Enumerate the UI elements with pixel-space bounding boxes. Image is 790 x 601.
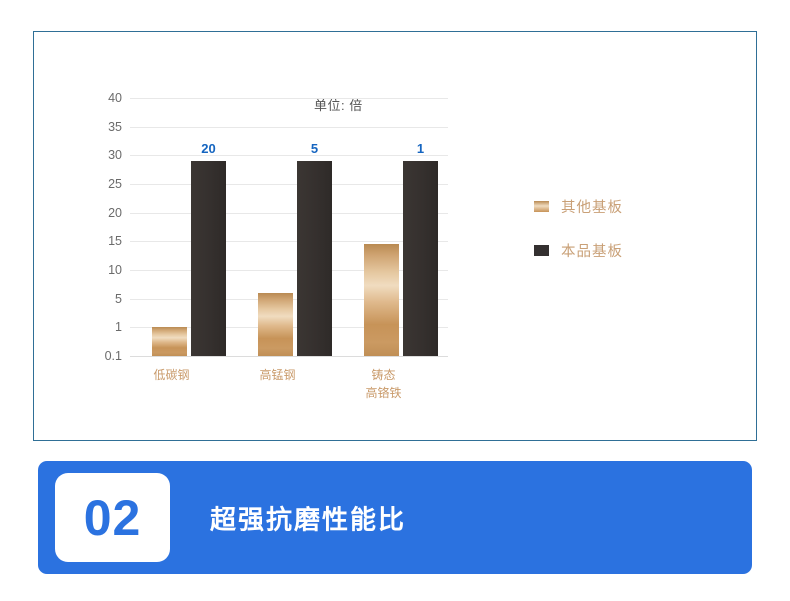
y-axis-tick-label: 30 <box>108 148 122 163</box>
bar-other-substrate <box>364 244 399 356</box>
y-axis-tick-label: 1 <box>115 320 122 335</box>
dark-swatch-icon <box>534 244 549 256</box>
plot-area: 40 35 30 25 20 15 10 5 1 0.1 20 5 1 低碳钢 高锰钢 铸态高铬铁 <box>105 91 448 400</box>
chart-legend: 其他基板 本品基板 <box>534 184 623 272</box>
chart-unit-title: 单位: 倍 <box>314 98 363 113</box>
bar-other-substrate <box>152 327 187 356</box>
y-axis-tick-label: 35 <box>108 119 122 134</box>
category-label-line: 低碳钢 <box>153 368 190 382</box>
section-number: 02 <box>83 489 142 546</box>
bar-other-substrate <box>258 292 293 356</box>
gridline <box>130 356 448 357</box>
gridline <box>130 126 448 128</box>
category-label-line: 铸态 <box>371 368 396 382</box>
section-title: 超强抗磨性能比 <box>210 504 407 534</box>
x-axis-category-label: 低碳钢 <box>153 366 189 384</box>
section-number-box: 02 <box>55 473 170 562</box>
legend-label-product: 本品基板 <box>561 243 623 260</box>
bar-product-substrate <box>297 161 332 356</box>
gridline <box>130 98 448 99</box>
y-axis-tick-label: 20 <box>108 205 122 220</box>
bronze-swatch-icon <box>534 200 549 212</box>
y-axis-tick-label: 0.1 <box>104 349 122 363</box>
y-axis-tick-label: 40 <box>108 91 122 105</box>
legend-label-other: 其他基板 <box>561 199 623 216</box>
y-axis-tick-label: 5 <box>115 291 122 306</box>
category-label-line: 高铬铁 <box>365 386 402 400</box>
bar-product-substrate <box>191 161 226 356</box>
gridline <box>130 270 448 271</box>
x-axis-category-label: 高锰钢 <box>259 366 295 384</box>
legend-item-product[interactable]: 本品基板 <box>534 228 623 272</box>
gridline <box>130 212 448 214</box>
gridline <box>130 241 448 243</box>
y-axis-tick-label: 15 <box>108 234 122 249</box>
chart-card: 单位: 倍 40 35 30 25 20 15 10 5 1 0.1 20 5 1 低碳钢 高锰钢 铸态高… <box>33 31 757 441</box>
bar-chart: 单位: 倍 40 35 30 25 20 15 10 5 1 0.1 20 5 1 低碳钢 高锰钢 铸态高… <box>34 32 756 440</box>
y-axis-tick-label: 25 <box>108 177 122 191</box>
section-banner: 02 超强抗磨性能比 <box>38 461 752 574</box>
legend-item-other[interactable]: 其他基板 <box>534 184 623 228</box>
gridline <box>130 184 448 185</box>
category-label-line: 高锰钢 <box>259 368 296 382</box>
bar-product-substrate <box>403 161 438 356</box>
bar-data-label: 20 <box>201 141 216 157</box>
bar-data-label: 1 <box>416 141 425 157</box>
bar-data-label: 5 <box>310 141 319 157</box>
y-axis-tick-label: 10 <box>108 263 122 277</box>
gridline <box>130 155 448 157</box>
x-axis-category-label: 铸态 高铬铁 <box>365 366 401 402</box>
